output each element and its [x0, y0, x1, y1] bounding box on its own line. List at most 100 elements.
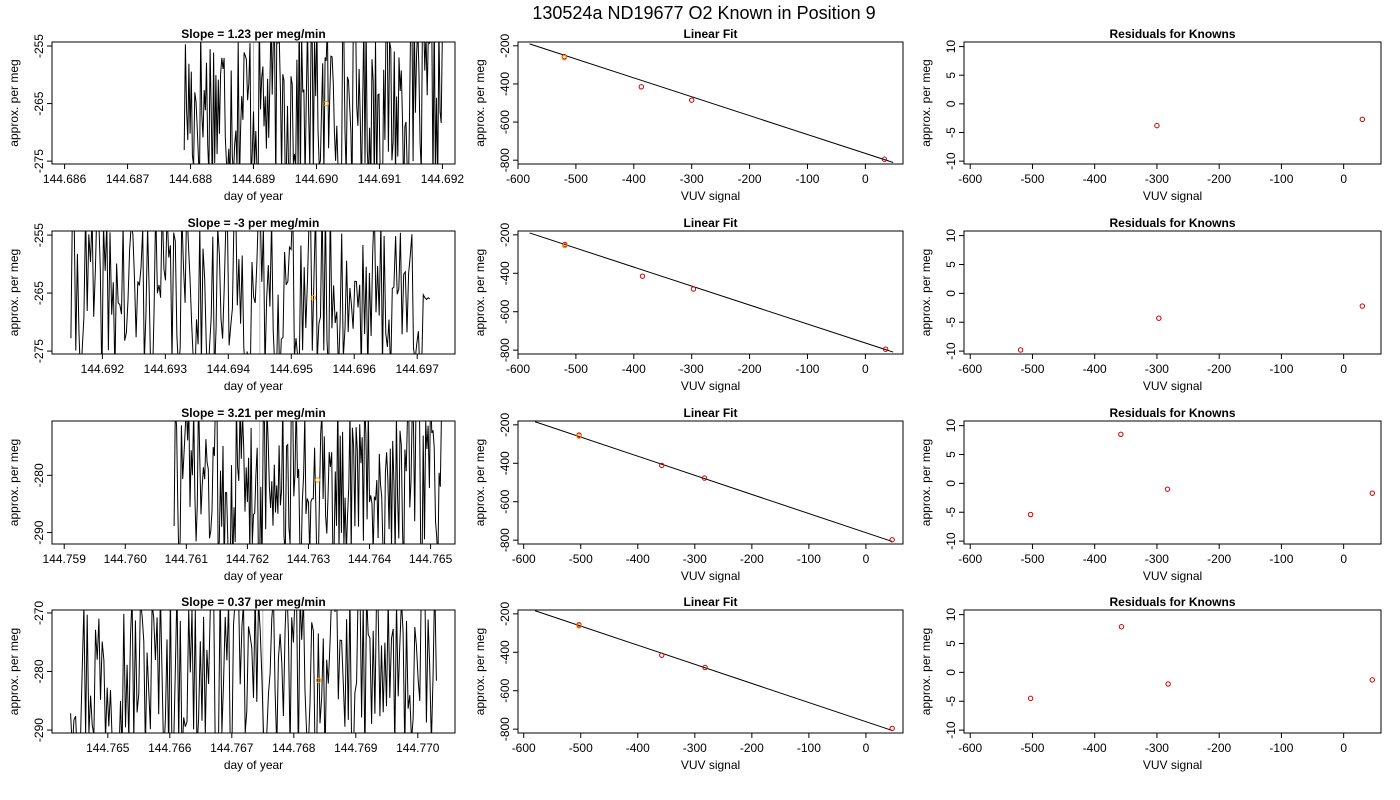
y-axis-label: approx. per meg [7, 249, 21, 336]
panel-grid: Slope = 1.23 per meg/min 144.686 144.687 14… [7, 27, 1382, 772]
y-tick-label: 0 [944, 100, 958, 107]
x-axis-label: day of year [224, 569, 283, 583]
x-tick-label: -600 [958, 362, 982, 376]
panel-10: Slope = 0.37 per meg/min 144.765 144.766 14… [7, 595, 456, 772]
x-tick-label: 0 [862, 172, 869, 186]
data-point [1154, 122, 1160, 129]
plot-area [1017, 303, 1366, 353]
x-tick-label: -200 [740, 552, 764, 566]
x-tick-label: -500 [1020, 741, 1044, 755]
x-tick-label: -600 [506, 362, 530, 376]
x-tick-label: 144.695 [270, 362, 314, 376]
x-axis-label: VUV signal [1143, 758, 1202, 772]
data-point [638, 84, 645, 90]
x-tick-label: -100 [1269, 552, 1293, 566]
highlight-point [315, 677, 322, 683]
x-axis-label: VUV signal [1143, 189, 1202, 203]
panel-title: Slope = 0.37 per meg/min [181, 595, 325, 609]
plot-frame [517, 41, 904, 165]
x-tick-label: -300 [1145, 741, 1169, 755]
plot-area [534, 421, 895, 543]
y-tick-label: 10 [944, 40, 958, 54]
x-axis-label: day of year [224, 379, 283, 393]
data-point [639, 273, 646, 279]
y-tick-label: -200 [498, 33, 512, 57]
panel-title: Linear Fit [683, 216, 737, 230]
plot-area [529, 232, 894, 353]
x-tick-label: -600 [512, 741, 536, 755]
y-axis-label: approx. per meg [919, 249, 933, 336]
y-tick-label: -280 [32, 659, 46, 683]
x-tick-label: 144.687 [106, 172, 150, 186]
panel-title: Slope = 1.23 per meg/min [181, 27, 325, 41]
y-axis-label: approx. per meg [7, 59, 21, 146]
fit-line [534, 610, 893, 731]
x-tick-label: 144.694 [207, 362, 251, 376]
y-tick-label: 0 [944, 480, 958, 487]
x-tick-label: -100 [795, 172, 819, 186]
plot-frame [51, 609, 456, 734]
x-tick-label: -300 [680, 362, 704, 376]
panel-title: Linear Fit [683, 406, 737, 420]
data-point [1359, 303, 1366, 309]
y-tick-label: -10 [944, 342, 958, 360]
highlight-point [562, 242, 568, 249]
y-tick-label: -200 [498, 413, 512, 437]
x-tick-label: -400 [622, 362, 646, 376]
x-tick-label: 144.691 [358, 172, 402, 186]
x-tick-label: 144.770 [396, 741, 440, 755]
x-axis-label: day of year [224, 758, 283, 772]
y-tick-label: -10 [944, 721, 958, 739]
plot-frame [517, 230, 904, 355]
y-tick-label: -600 [498, 110, 512, 134]
x-tick-label: -100 [797, 741, 821, 755]
y-tick-label: -400 [498, 261, 512, 285]
highlight-point [576, 623, 582, 629]
y-axis-label: approx. per meg [919, 59, 933, 146]
y-tick-label: -265 [32, 91, 46, 115]
x-tick-label: -100 [797, 552, 821, 566]
x-tick-label: 144.686 [43, 172, 87, 186]
data-point [701, 475, 708, 481]
y-tick-label: -270 [32, 601, 46, 625]
y-tick-label: 10 [944, 608, 958, 622]
plot-area [1154, 116, 1366, 129]
data-point [889, 537, 895, 543]
x-tick-label: -100 [795, 362, 819, 376]
x-tick-label: -200 [740, 741, 764, 755]
x-tick-label: 0 [863, 552, 870, 566]
panel-9: Residuals for Knowns-600 -500 -400 -300 -200… [919, 406, 1382, 583]
x-tick-label: -400 [622, 172, 646, 186]
x-tick-label: 144.766 [148, 741, 192, 755]
x-axis-label: day of year [224, 189, 283, 203]
data-point [690, 286, 697, 292]
plot-frame [517, 609, 904, 734]
x-tick-label: 144.767 [210, 741, 254, 755]
highlight-point [314, 477, 321, 483]
data-point [1165, 681, 1171, 687]
x-tick-label: 144.768 [272, 741, 316, 755]
y-axis-label: approx. per meg [919, 439, 933, 526]
x-tick-label: -100 [1269, 362, 1293, 376]
x-axis-label: VUV signal [681, 569, 740, 583]
x-tick-label: 144.692 [81, 362, 125, 376]
panel-7: Slope = 3.21 per meg/min 144.759 144.760 14… [7, 406, 456, 583]
panel-11: Linear Fit -600 -500 -400 -300 -200 -100 0 -200 -… [473, 595, 904, 772]
x-tick-label: -300 [1145, 362, 1169, 376]
y-tick-label: -290 [32, 718, 46, 742]
y-axis-label: approx. per meg [473, 249, 487, 336]
x-tick-label: 144.697 [396, 362, 440, 376]
y-tick-label: -290 [32, 520, 46, 544]
panel-title: Linear Fit [683, 595, 737, 609]
y-tick-label: 0 [944, 290, 958, 297]
panel-6: Residuals for Knowns-600 -500 -400 -300 -200… [919, 216, 1382, 393]
x-tick-label: -100 [1269, 172, 1293, 186]
y-tick-label: -5 [944, 317, 958, 328]
plot-frame [963, 609, 1382, 734]
panel-title: Residuals for Knowns [1109, 595, 1235, 609]
y-axis-label: approx. per meg [919, 628, 933, 715]
y-tick-label: -5 [944, 696, 958, 707]
data-point [659, 462, 665, 469]
x-tick-label: -600 [506, 172, 530, 186]
